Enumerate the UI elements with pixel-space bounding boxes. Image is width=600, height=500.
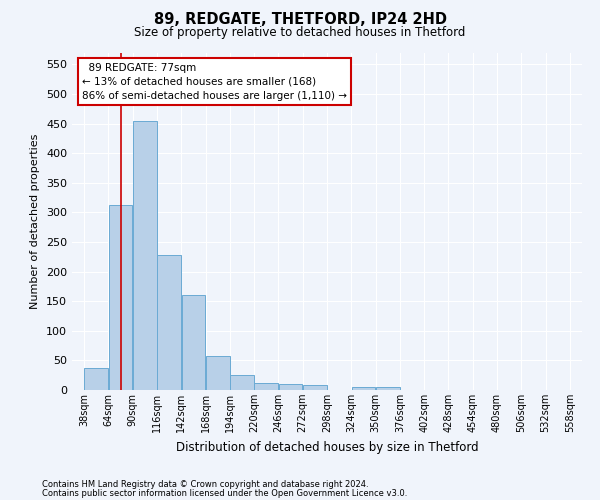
Bar bbox=[230, 375, 254, 390]
Bar bbox=[206, 356, 230, 390]
Text: 89 REDGATE: 77sqm  
← 13% of detached houses are smaller (168)
86% of semi-detac: 89 REDGATE: 77sqm ← 13% of detached hous… bbox=[82, 62, 347, 100]
X-axis label: Distribution of detached houses by size in Thetford: Distribution of detached houses by size … bbox=[176, 440, 478, 454]
Bar bbox=[352, 387, 376, 390]
Bar bbox=[376, 387, 400, 390]
Text: Size of property relative to detached houses in Thetford: Size of property relative to detached ho… bbox=[134, 26, 466, 39]
Text: Contains HM Land Registry data © Crown copyright and database right 2024.: Contains HM Land Registry data © Crown c… bbox=[42, 480, 368, 489]
Bar bbox=[254, 383, 278, 390]
Bar bbox=[303, 386, 327, 390]
Bar bbox=[182, 296, 205, 390]
Y-axis label: Number of detached properties: Number of detached properties bbox=[31, 134, 40, 309]
Bar bbox=[133, 120, 157, 390]
Bar bbox=[85, 368, 108, 390]
Text: Contains public sector information licensed under the Open Government Licence v3: Contains public sector information licen… bbox=[42, 488, 407, 498]
Bar bbox=[278, 384, 302, 390]
Bar bbox=[157, 255, 181, 390]
Text: 89, REDGATE, THETFORD, IP24 2HD: 89, REDGATE, THETFORD, IP24 2HD bbox=[154, 12, 446, 28]
Bar bbox=[109, 206, 133, 390]
